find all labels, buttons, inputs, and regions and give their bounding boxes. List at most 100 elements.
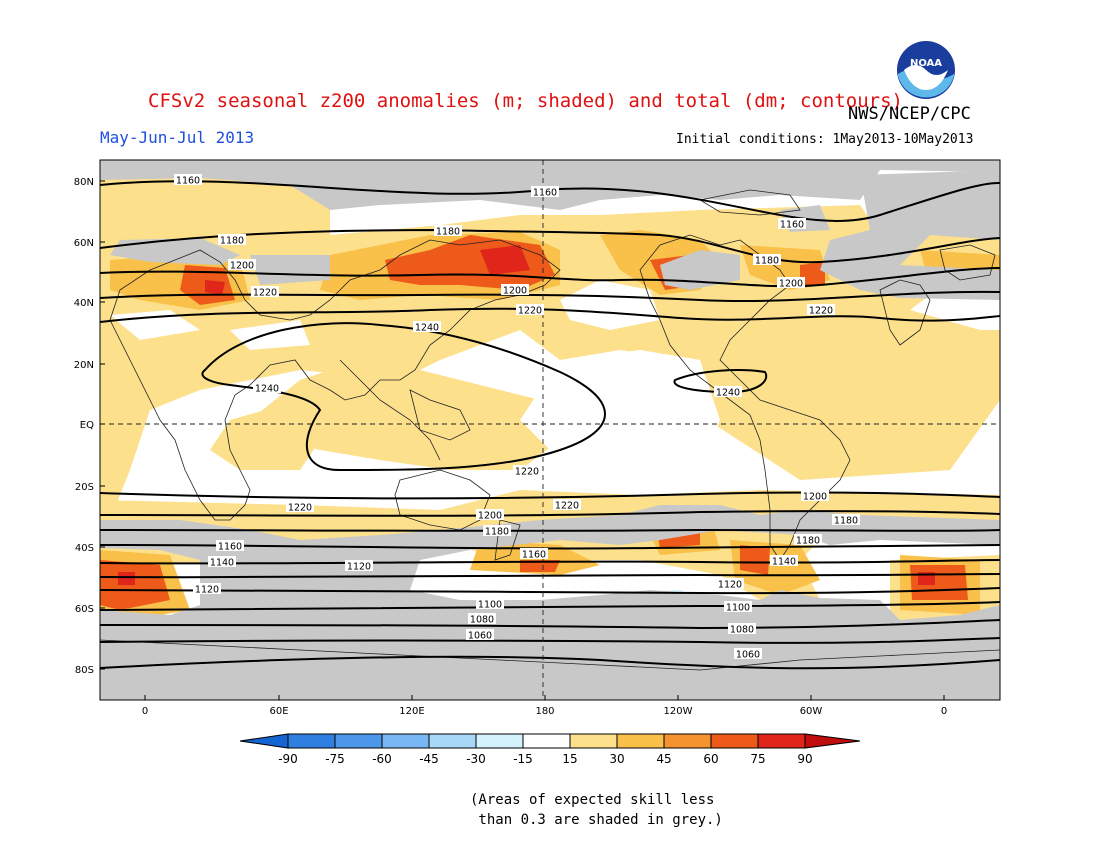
svg-text:1060: 1060 [468,631,492,642]
colorbar-bin [757,733,806,749]
colorbar-tick-label: -15 [513,752,533,766]
lat-label: 80N [74,177,94,188]
map-frame [99,159,1001,701]
colorbar: -90 -75 -60 -45 -30 -15 15 30 45 60 75 90 [239,733,861,766]
svg-text:NOAA: NOAA [910,58,942,69]
contour-label: 1200 [777,277,805,290]
lat-label: 20N [74,360,94,371]
contour-label: 1160 [531,186,559,199]
colorbar-bin [710,733,759,749]
svg-text:1200: 1200 [779,279,803,290]
contour-label: 1220 [516,304,544,317]
lat-label: 20S [75,482,94,493]
contour-label: 1200 [228,259,256,272]
longitude-axis: 0 60E 120E 180 120W 60W 0 [142,695,947,717]
svg-text:1120: 1120 [718,580,742,591]
colorbar-tick-label: 30 [609,752,624,766]
svg-text:1220: 1220 [809,306,833,317]
svg-text:1220: 1220 [518,306,542,317]
svg-text:1200: 1200 [803,492,827,503]
colorbar-tick-label: -45 [419,752,439,766]
svg-text:1120: 1120 [195,585,219,596]
lon-label: 120W [664,706,693,717]
svg-text:1100: 1100 [726,603,750,614]
colorbar-tick-label: -60 [372,752,392,766]
contour-label: 1120 [716,578,744,591]
contour-label: 1180 [218,234,246,247]
contour-label: 1180 [794,534,822,547]
contour-label: 1140 [770,555,798,568]
lat-label: 60S [75,604,94,615]
contour-label: 1120 [193,583,221,596]
colorbar-bin [428,733,477,749]
colorbar-bin [381,733,430,749]
contour-label: 1180 [434,225,462,238]
svg-text:1220: 1220 [253,288,277,299]
colorbar-tick-label: -75 [325,752,345,766]
svg-text:1080: 1080 [470,615,494,626]
contour-label: 1100 [476,598,504,611]
contour-label: 1240 [413,321,441,334]
contour-labels: 1160 1160 1160 1180 1180 1180 1200 1200 1200 1220… [174,174,860,661]
svg-text:1220: 1220 [555,501,579,512]
svg-text:1120: 1120 [347,562,371,573]
contour-label: 1080 [728,623,756,636]
total-height-contours [100,180,1000,670]
svg-text:1160: 1160 [522,550,546,561]
contour-label: 1200 [476,509,504,522]
colorbar-bin [522,733,571,749]
colorbar-tick-label: 60 [703,752,718,766]
lon-label: 180 [535,706,554,717]
lat-label: 60N [74,238,94,249]
svg-text:1180: 1180 [485,527,509,538]
svg-text:1180: 1180 [834,516,858,527]
svg-text:1240: 1240 [255,384,279,395]
colorbar-tick-label: -90 [278,752,298,766]
colorbar-tick-label: 90 [797,752,812,766]
skill-note: (Areas of expected skill less than 0.3 a… [470,792,723,828]
season-label: May-Jun-Jul 2013 [100,128,255,147]
svg-text:1200: 1200 [503,286,527,297]
svg-text:1140: 1140 [210,558,234,569]
svg-text:1240: 1240 [716,388,740,399]
contour-label: 1160 [216,540,244,553]
contour-label: 1220 [286,501,314,514]
contour-label: 1080 [468,613,496,626]
svg-text:1100: 1100 [478,600,502,611]
contour-label: 1120 [345,560,373,573]
lat-label: 40S [75,543,94,554]
latitude-axis: 80N 60N 40N 20N EQ 20S 40S 60S 80S [74,177,105,676]
contour-label: 1100 [724,601,752,614]
colorbar-tick-label: 75 [750,752,765,766]
svg-text:1140: 1140 [772,557,796,568]
colorbar-bin [663,733,712,749]
contour-label: 1200 [801,490,829,503]
contour-label: 1220 [251,286,279,299]
contour-label: 1140 [208,556,236,569]
colorbar-bin [334,733,383,749]
contour-label: 1180 [753,254,781,267]
coastlines [100,189,1000,671]
svg-text:1180: 1180 [220,236,244,247]
contour-label: 1160 [174,174,202,187]
colorbar-tick-label: -30 [466,752,486,766]
svg-text:1180: 1180 [755,256,779,267]
chart-title: CFSv2 seasonal z200 anomalies (m; shaded… [148,90,903,112]
svg-text:1160: 1160 [176,176,200,187]
colorbar-tick-label: 15 [562,752,577,766]
reference-lines [100,160,1000,700]
svg-text:1240: 1240 [415,323,439,334]
svg-text:1080: 1080 [730,625,754,636]
svg-text:1160: 1160 [533,188,557,199]
contour-label: 1060 [466,629,494,642]
svg-text:1180: 1180 [436,227,460,238]
lat-label: 80S [75,665,94,676]
contour-label: 1220 [807,304,835,317]
contour-label: 1160 [778,218,806,231]
svg-text:1160: 1160 [780,220,804,231]
colorbar-bin [616,733,665,749]
colorbar-bin [287,733,336,749]
lon-label: 120E [399,706,424,717]
contour-label: 1240 [714,386,742,399]
